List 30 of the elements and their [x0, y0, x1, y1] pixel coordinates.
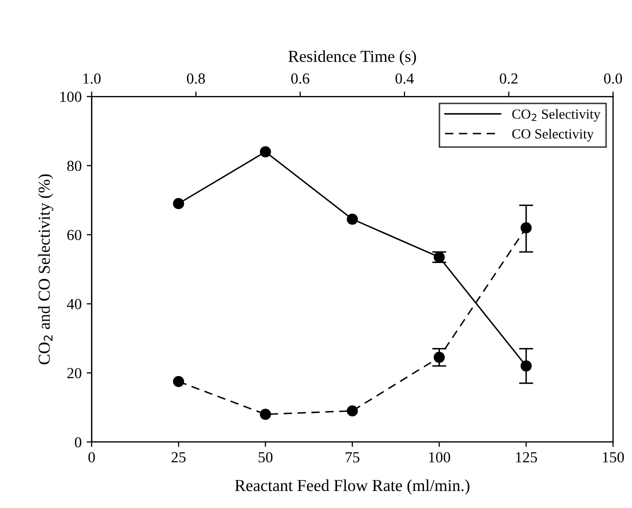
y-tick-label: 20 [67, 368, 82, 378]
x-tick-label: 75 [346, 452, 360, 462]
point [346, 214, 358, 225]
x-axis-title: Reactant Feed Flow Rate (ml/min.) [235, 479, 470, 495]
x2-tick-label: 0.8 [186, 73, 205, 84]
x-tick-label: 125 [516, 452, 537, 462]
x2-tick-label: 0.4 [396, 73, 414, 84]
x-tick-label: 25 [172, 452, 186, 462]
y-axis-title: CO$_{2}$ and CO Selectivity (%) [38, 174, 54, 364]
point [260, 408, 271, 420]
x2-tick-label: 1.0 [83, 73, 101, 84]
legend-label: CO Selectivity [512, 128, 594, 142]
x-tick-label: 150 [602, 452, 624, 462]
x2-tick-label: 0.0 [604, 73, 622, 84]
x-tick-label: 0 [88, 452, 95, 462]
point [346, 405, 358, 416]
x2-tick-label: 0.2 [500, 73, 518, 84]
x-tick-label: 100 [429, 452, 450, 462]
x-tick-label: 50 [258, 452, 272, 462]
x2-tick-label: 0.6 [291, 73, 310, 84]
y-tick-label: 0 [74, 437, 82, 448]
y-tick-label: 80 [67, 160, 82, 172]
point [260, 146, 271, 158]
x2-axis-title: Residence Time (s) [288, 50, 416, 66]
point [172, 198, 184, 210]
y-tick-label: 40 [66, 298, 82, 310]
point [172, 376, 184, 388]
y-tick-label: 100 [60, 92, 82, 102]
y-tick-label: 60 [67, 230, 82, 240]
legend-label: CO$_{2}$ Selectivity [512, 109, 600, 122]
